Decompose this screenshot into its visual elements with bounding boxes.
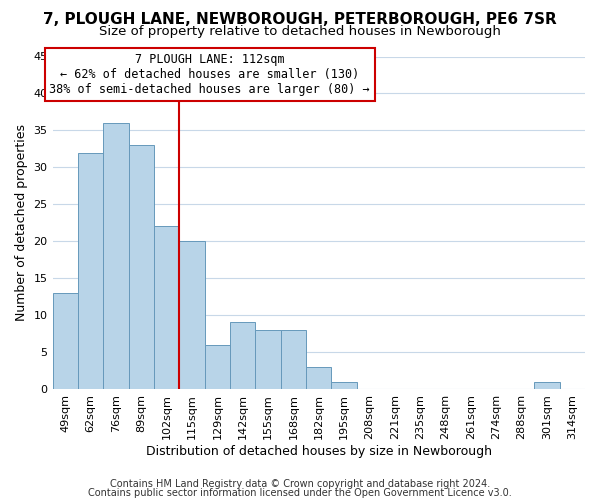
Bar bbox=[534, 382, 560, 389]
Bar bbox=[281, 330, 306, 389]
Text: Contains HM Land Registry data © Crown copyright and database right 2024.: Contains HM Land Registry data © Crown c… bbox=[110, 479, 490, 489]
Bar bbox=[331, 382, 357, 389]
Bar bbox=[205, 344, 230, 389]
Bar bbox=[256, 330, 281, 389]
Bar bbox=[128, 145, 154, 389]
Bar bbox=[306, 367, 331, 389]
Text: 7 PLOUGH LANE: 112sqm
← 62% of detached houses are smaller (130)
38% of semi-det: 7 PLOUGH LANE: 112sqm ← 62% of detached … bbox=[49, 53, 370, 96]
Bar bbox=[154, 226, 179, 389]
Text: 7, PLOUGH LANE, NEWBOROUGH, PETERBOROUGH, PE6 7SR: 7, PLOUGH LANE, NEWBOROUGH, PETERBOROUGH… bbox=[43, 12, 557, 28]
X-axis label: Distribution of detached houses by size in Newborough: Distribution of detached houses by size … bbox=[146, 444, 492, 458]
Y-axis label: Number of detached properties: Number of detached properties bbox=[15, 124, 28, 321]
Bar bbox=[230, 322, 256, 389]
Bar bbox=[179, 241, 205, 389]
Bar bbox=[53, 293, 78, 389]
Text: Size of property relative to detached houses in Newborough: Size of property relative to detached ho… bbox=[99, 25, 501, 38]
Text: Contains public sector information licensed under the Open Government Licence v3: Contains public sector information licen… bbox=[88, 488, 512, 498]
Bar bbox=[103, 123, 128, 389]
Bar bbox=[78, 152, 103, 389]
